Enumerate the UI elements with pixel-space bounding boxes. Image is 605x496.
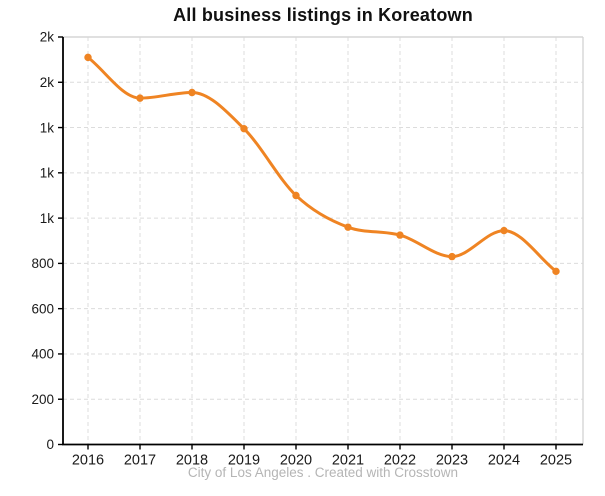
tick-labels: 0 200 400 600 800 1k 1k 1k 2k 2k 2016 2017 2018 2019 2…	[31, 30, 572, 469]
x-tick-label: 2022	[384, 453, 416, 469]
y-tick-label: 1k	[40, 166, 55, 181]
data-point-marker	[136, 94, 144, 102]
y-tick-label: 2k	[40, 75, 55, 90]
series-path	[86, 55, 558, 273]
data-point-marker	[292, 191, 300, 200]
data-point-marker	[84, 53, 92, 62]
x-tick-label: 2017	[124, 453, 156, 469]
data-point-marker	[552, 267, 560, 276]
x-tick-label: 2024	[488, 453, 520, 469]
y-tick-label: 800	[31, 256, 54, 271]
y-tick-label: 600	[31, 301, 54, 316]
source-attribution: City of Los Angeles . Created with Cross…	[187, 465, 459, 480]
axes	[62, 37, 583, 446]
data-point-marker	[240, 124, 248, 133]
plot-border	[63, 36, 584, 445]
x-tick-label: 2025	[540, 453, 572, 469]
x-tick-label: 2018	[176, 453, 208, 469]
x-tick-label: 2021	[332, 453, 364, 469]
chart-title: All business listings in Koreatown	[173, 5, 473, 25]
data-point-marker	[500, 226, 508, 235]
y-tick-label: 1k	[40, 211, 55, 226]
y-tick-label: 2k	[40, 30, 55, 45]
data-point-marker	[188, 88, 196, 97]
x-tick-label: 2019	[228, 453, 260, 469]
y-tick-label: 1k	[40, 120, 55, 135]
y-tick-label: 0	[46, 437, 54, 452]
x-tick-label: 2016	[72, 453, 104, 469]
x-tick-label: 2020	[280, 453, 312, 469]
data-point-marker	[396, 231, 404, 239]
series	[84, 53, 560, 276]
x-tick-label: 2023	[436, 453, 468, 469]
data-point-marker	[448, 252, 456, 261]
data-point-marker	[344, 223, 352, 231]
y-tick-label: 200	[31, 392, 54, 407]
y-tick-label: 400	[31, 347, 54, 362]
